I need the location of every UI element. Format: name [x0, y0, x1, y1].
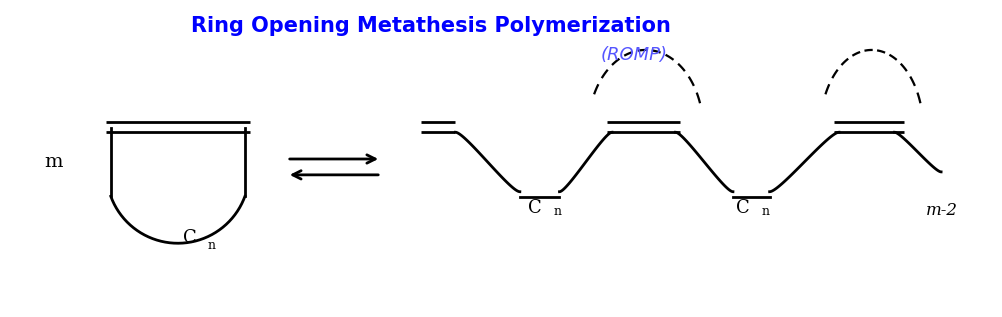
Text: m-2: m-2: [926, 202, 958, 219]
Text: C: C: [182, 229, 196, 247]
Text: n: n: [762, 204, 770, 217]
Text: C: C: [735, 199, 749, 217]
Text: Ring Opening Metathesis Polymerization: Ring Opening Metathesis Polymerization: [190, 16, 670, 36]
Text: n: n: [553, 204, 561, 217]
Text: C: C: [528, 199, 541, 217]
Text: (ROMP): (ROMP): [600, 46, 667, 64]
Text: n: n: [207, 239, 215, 252]
Text: m: m: [45, 153, 63, 171]
